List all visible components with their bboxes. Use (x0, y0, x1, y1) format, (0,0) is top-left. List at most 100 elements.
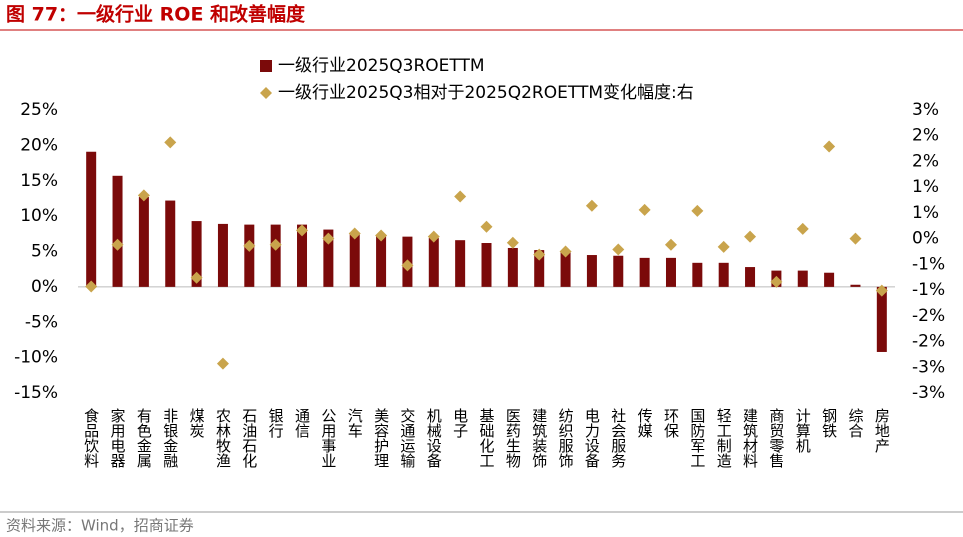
bar (191, 221, 202, 287)
x-tick-label: 商贸零售 (767, 408, 785, 468)
legend-swatch (260, 87, 272, 99)
x-tick-label: 医药生物 (504, 408, 522, 469)
x-tick-label: 轻工制造 (715, 408, 733, 469)
y2-tick-label: -2% (912, 306, 945, 326)
diamond-point (796, 222, 809, 235)
y-tick-label: -10% (14, 348, 58, 368)
diamond-point (296, 224, 309, 237)
x-tick-label: 电子 (451, 408, 469, 438)
diamond-point (612, 243, 625, 256)
bar (86, 151, 97, 287)
bar (534, 250, 545, 287)
y-tick-label: 25% (20, 100, 58, 120)
x-tick-label: 银行 (267, 408, 285, 439)
diamond-point (454, 190, 467, 203)
y-tick-label: 0% (31, 277, 58, 297)
legend-swatch (260, 60, 272, 72)
y-tick-label: 15% (20, 171, 58, 191)
y2-tick-label: 1% (912, 177, 939, 197)
bar (481, 243, 492, 287)
diamond-point (744, 230, 757, 243)
bar (455, 240, 466, 287)
y-tick-label: 20% (20, 135, 58, 155)
bar (613, 255, 624, 287)
bar (376, 235, 387, 287)
x-tick-label: 通信 (293, 408, 311, 438)
bar (297, 224, 308, 287)
x-tick-label: 纺织服饰 (557, 408, 575, 468)
y2-tick-label: -2% (912, 332, 945, 352)
x-tick-label: 公用事业 (319, 408, 337, 468)
y2-tick-label: 2% (912, 126, 939, 146)
diamond-point (322, 232, 335, 245)
chart-title: 图 77：一级行业 ROE 和改善幅度 (6, 3, 306, 26)
bar (112, 175, 123, 287)
bar (824, 272, 835, 287)
bar (165, 200, 176, 287)
x-tick-label: 美容护理 (372, 408, 390, 468)
legend-label: 一级行业2025Q3ROETTM (278, 56, 485, 76)
diamond-point (533, 248, 546, 261)
x-tick-label: 有色金属 (135, 408, 153, 468)
bar (692, 262, 703, 287)
bar (349, 233, 360, 287)
y2-tick-label: -1% (912, 280, 945, 300)
x-tick-label: 电力设备 (583, 408, 601, 468)
bar (665, 257, 676, 287)
diamond-point (427, 230, 440, 243)
diamond-point (691, 204, 704, 217)
legend-label: 一级行业2025Q3相对于2025Q2ROETTM变化幅度:右 (278, 83, 694, 103)
x-tick-label: 建筑装饰 (530, 408, 548, 468)
diamond-point (85, 280, 98, 293)
y2-tick-label: -1% (912, 254, 945, 274)
diamond-point (375, 229, 388, 242)
diamond-point (216, 357, 229, 370)
diamond-point (137, 189, 150, 202)
y-tick-label: 10% (20, 206, 58, 226)
diamond-point (243, 239, 256, 252)
bar (323, 229, 334, 287)
diamond-point (770, 275, 783, 288)
y2-tick-label: -3% (912, 357, 945, 377)
diamond-point (111, 238, 124, 251)
x-tick-label: 建筑材料 (741, 408, 759, 468)
bar (244, 224, 255, 287)
x-tick-label: 非银金融 (161, 408, 179, 468)
bar (586, 255, 597, 287)
bar (850, 284, 861, 287)
y2-tick-label: -3% (912, 383, 945, 403)
bar (270, 224, 281, 287)
diamond-point (559, 245, 572, 258)
diamond-point (717, 240, 730, 253)
x-tick-label: 机械设备 (425, 408, 443, 468)
diamond-point (401, 259, 414, 272)
bar (745, 267, 756, 287)
diamond-point (849, 232, 862, 245)
bar (138, 197, 149, 287)
diamond-point (664, 238, 677, 251)
bar (876, 286, 887, 352)
x-tick-label: 煤炭 (188, 408, 206, 438)
diamond-point (585, 199, 598, 212)
x-tick-label: 计算机 (794, 408, 812, 454)
x-tick-label: 家用电器 (109, 408, 127, 468)
y2-tick-label: 1% (912, 203, 939, 223)
diamond-point (190, 271, 203, 284)
diamond-point (823, 140, 836, 153)
bar (797, 270, 808, 287)
x-tick-label: 环保 (662, 408, 680, 438)
y-tick-label: -15% (14, 383, 58, 403)
diamond-point (269, 238, 282, 251)
bar (560, 252, 571, 287)
bar (217, 223, 228, 287)
x-tick-label: 房地产 (873, 408, 891, 453)
x-tick-label: 综合 (846, 408, 864, 438)
y2-tick-label: 2% (912, 151, 939, 171)
y2-tick-label: 0% (912, 229, 939, 249)
diamond-point (164, 136, 177, 149)
x-tick-label: 食品饮料 (82, 408, 100, 468)
x-tick-label: 社会服务 (609, 408, 627, 469)
x-tick-label: 农林牧渔 (214, 408, 232, 468)
diamond-point (480, 220, 493, 233)
x-tick-label: 交通运输 (398, 407, 416, 468)
